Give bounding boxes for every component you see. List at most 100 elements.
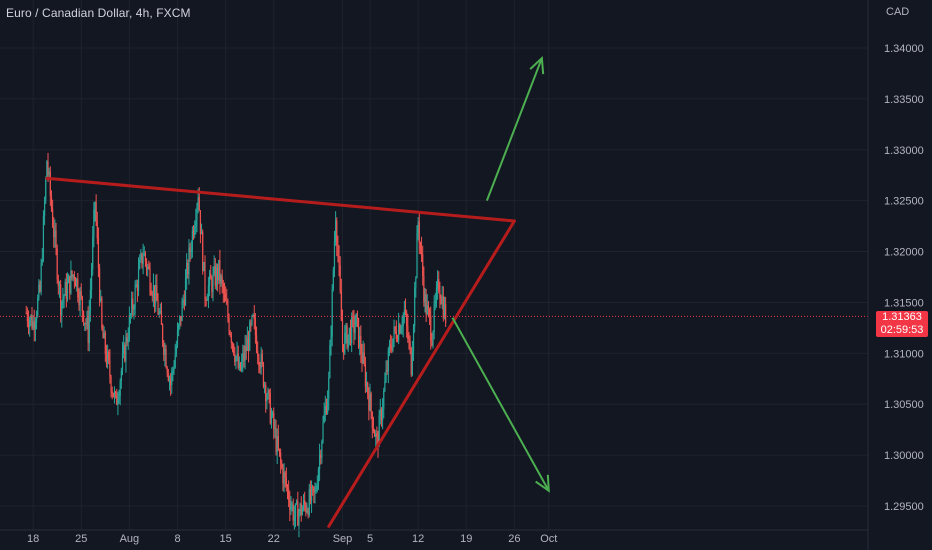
candle-body <box>198 197 200 211</box>
candle-body <box>133 309 135 311</box>
candle-body <box>443 303 446 318</box>
candle-body <box>40 262 42 292</box>
candle-body <box>218 260 220 281</box>
candle-body <box>37 297 39 316</box>
candle-body <box>178 324 180 331</box>
candle-body <box>203 262 205 272</box>
candle-body <box>265 384 267 402</box>
candle-body <box>440 298 442 304</box>
candle-body <box>313 487 315 493</box>
candle-body <box>25 312 27 314</box>
candle-body <box>414 287 416 327</box>
candle-body <box>150 290 152 295</box>
candle-body <box>375 433 377 437</box>
candle-body <box>288 488 290 501</box>
candle-body <box>184 278 187 306</box>
candle-body <box>309 489 312 501</box>
candle-body <box>335 220 337 242</box>
candle-body <box>156 285 158 301</box>
candle-body <box>412 326 415 352</box>
candle-body <box>68 275 70 283</box>
candle-body <box>229 332 231 336</box>
time-axis[interactable]: 18 25 Aug 8 15 22 Sep 5 12 19 26 Oct <box>0 529 868 545</box>
candle-body <box>289 500 291 510</box>
candle-body <box>135 284 137 287</box>
candle-body <box>90 269 93 290</box>
candle-body <box>373 431 376 437</box>
candle-body <box>109 359 111 377</box>
candle-body <box>337 245 339 256</box>
candle-body <box>101 297 103 329</box>
price-axis[interactable]: 1.34000 1.33500 1.33000 1.32500 1.32000 1.315… <box>867 0 932 550</box>
candle-body <box>71 270 73 278</box>
candle-body <box>77 278 79 298</box>
candle-body <box>174 354 176 368</box>
candle-body <box>359 336 361 347</box>
candle-body <box>30 315 32 321</box>
candle-body <box>100 297 102 301</box>
candle-body <box>210 273 212 280</box>
candle-body <box>296 501 298 504</box>
candle-body <box>378 415 380 447</box>
candle-body <box>333 241 336 270</box>
candle-body <box>445 303 447 324</box>
candle-body <box>32 321 34 329</box>
candle-body <box>355 313 357 327</box>
candle-body <box>196 205 198 221</box>
candle-body <box>377 436 379 447</box>
candle-body <box>170 379 172 385</box>
candle-body <box>98 268 101 301</box>
candle-body <box>437 279 439 288</box>
candle-body <box>438 279 440 291</box>
candle-body <box>242 353 244 362</box>
candle-body <box>58 284 61 287</box>
candle-body <box>314 491 316 493</box>
candle-body <box>280 452 282 464</box>
candle-body <box>371 411 373 429</box>
candle-body <box>202 231 204 272</box>
candle-body <box>336 220 338 246</box>
candle-body <box>272 412 274 416</box>
candle-body <box>142 255 144 265</box>
candle-body <box>255 335 258 352</box>
candle-body <box>425 294 427 315</box>
candle-body <box>132 298 134 310</box>
candle-body <box>392 338 394 351</box>
time-tick-label: 18 <box>27 533 39 545</box>
candle-body <box>408 338 410 342</box>
candle-body <box>431 340 433 346</box>
candle-body <box>427 305 430 310</box>
candle-body <box>97 238 100 269</box>
candle-body <box>260 353 262 369</box>
candle-body <box>125 337 127 361</box>
candle-body <box>110 376 112 392</box>
candle-body <box>56 248 58 280</box>
candle-body <box>266 397 268 402</box>
candle-body <box>117 400 119 405</box>
candle-body <box>111 391 113 394</box>
candle-body <box>143 252 145 256</box>
candle-body <box>194 226 196 236</box>
candle-body <box>268 390 270 394</box>
candle-body <box>365 382 368 387</box>
candle-body <box>361 353 363 364</box>
current-price: 1.31363 <box>882 311 922 323</box>
candle-body <box>420 248 423 255</box>
candle-body <box>352 316 354 318</box>
candle-body <box>175 345 177 355</box>
candle-body <box>297 501 299 526</box>
time-tick-label: Aug <box>120 533 140 545</box>
candle-body <box>331 288 333 337</box>
candle-body <box>347 334 349 348</box>
candle-body <box>286 486 289 489</box>
candle-body <box>221 276 223 284</box>
candle-body <box>158 312 160 315</box>
candle-body <box>393 326 395 339</box>
candle-body <box>35 315 38 323</box>
candle-body <box>274 428 276 430</box>
grid <box>0 0 868 530</box>
candle-body <box>386 369 388 372</box>
candle-body <box>416 233 418 279</box>
candle-body <box>204 262 206 300</box>
